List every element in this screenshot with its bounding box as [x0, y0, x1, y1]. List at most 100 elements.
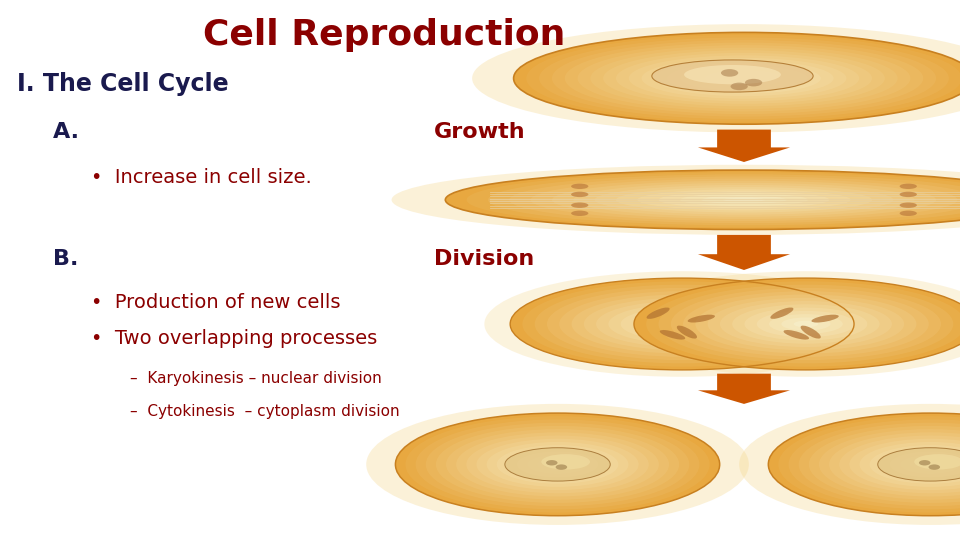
- Text: –  Karyokinesis – nuclear division: – Karyokinesis – nuclear division: [130, 370, 381, 386]
- Ellipse shape: [658, 318, 707, 330]
- Ellipse shape: [646, 281, 960, 367]
- Ellipse shape: [900, 192, 917, 197]
- Ellipse shape: [510, 177, 960, 223]
- Ellipse shape: [731, 83, 748, 90]
- Ellipse shape: [496, 445, 618, 484]
- Ellipse shape: [783, 330, 809, 340]
- Text: •  Production of new cells: • Production of new cells: [91, 293, 341, 312]
- Text: Cell Reproduction: Cell Reproduction: [203, 18, 565, 52]
- Ellipse shape: [928, 464, 940, 470]
- Ellipse shape: [659, 191, 829, 208]
- Ellipse shape: [603, 50, 885, 106]
- Ellipse shape: [732, 76, 756, 81]
- Ellipse shape: [788, 420, 960, 509]
- Ellipse shape: [859, 442, 960, 487]
- Ellipse shape: [680, 65, 808, 91]
- Text: Growth: Growth: [434, 122, 525, 143]
- Ellipse shape: [652, 60, 813, 92]
- Ellipse shape: [708, 298, 904, 350]
- Ellipse shape: [634, 278, 960, 370]
- Ellipse shape: [560, 291, 804, 357]
- Ellipse shape: [890, 451, 960, 477]
- Ellipse shape: [546, 460, 558, 465]
- Ellipse shape: [769, 314, 843, 334]
- Ellipse shape: [405, 416, 709, 512]
- Ellipse shape: [745, 79, 762, 86]
- Ellipse shape: [687, 315, 715, 322]
- Polygon shape: [698, 374, 790, 404]
- Ellipse shape: [584, 298, 780, 350]
- Ellipse shape: [900, 184, 917, 189]
- Ellipse shape: [770, 307, 794, 319]
- Ellipse shape: [547, 288, 817, 360]
- Ellipse shape: [540, 37, 948, 119]
- Ellipse shape: [660, 330, 685, 340]
- Ellipse shape: [596, 301, 768, 347]
- Ellipse shape: [526, 35, 960, 122]
- Ellipse shape: [571, 184, 588, 189]
- Ellipse shape: [510, 278, 854, 370]
- Ellipse shape: [756, 311, 855, 337]
- Ellipse shape: [590, 48, 898, 109]
- Ellipse shape: [547, 461, 567, 468]
- Ellipse shape: [702, 195, 786, 204]
- Ellipse shape: [445, 170, 960, 230]
- Ellipse shape: [879, 448, 960, 481]
- Ellipse shape: [723, 198, 765, 202]
- Ellipse shape: [637, 189, 851, 211]
- Ellipse shape: [571, 192, 588, 197]
- Ellipse shape: [535, 285, 829, 363]
- Ellipse shape: [571, 211, 588, 216]
- Ellipse shape: [739, 404, 960, 525]
- Ellipse shape: [609, 271, 960, 377]
- Ellipse shape: [436, 426, 679, 503]
- Ellipse shape: [819, 429, 960, 500]
- Text: •  Increase in cell size.: • Increase in cell size.: [91, 167, 312, 187]
- Ellipse shape: [877, 448, 960, 481]
- Ellipse shape: [531, 179, 957, 221]
- Ellipse shape: [396, 413, 720, 516]
- Text: I. The Cell Cycle: I. The Cell Cycle: [17, 72, 228, 96]
- Ellipse shape: [541, 454, 590, 469]
- Ellipse shape: [900, 455, 960, 474]
- Ellipse shape: [616, 187, 872, 213]
- Text: B.: B.: [53, 249, 94, 269]
- Ellipse shape: [538, 458, 578, 471]
- Ellipse shape: [677, 326, 697, 339]
- Ellipse shape: [505, 448, 611, 481]
- Polygon shape: [698, 130, 790, 162]
- Ellipse shape: [621, 308, 743, 340]
- Ellipse shape: [839, 436, 960, 493]
- Ellipse shape: [472, 24, 960, 132]
- Text: •  Two overlapping processes: • Two overlapping processes: [91, 329, 377, 348]
- Ellipse shape: [522, 281, 842, 367]
- Ellipse shape: [900, 211, 917, 216]
- Ellipse shape: [693, 68, 795, 89]
- Ellipse shape: [641, 58, 847, 99]
- Ellipse shape: [616, 53, 872, 104]
- Ellipse shape: [416, 420, 700, 509]
- Ellipse shape: [366, 404, 749, 525]
- Ellipse shape: [768, 413, 960, 516]
- Ellipse shape: [870, 445, 960, 484]
- Ellipse shape: [527, 455, 588, 474]
- Ellipse shape: [667, 63, 821, 93]
- Ellipse shape: [629, 56, 859, 102]
- Ellipse shape: [850, 438, 960, 490]
- Ellipse shape: [645, 314, 719, 334]
- Ellipse shape: [578, 45, 910, 111]
- Ellipse shape: [921, 461, 941, 468]
- Ellipse shape: [732, 305, 879, 343]
- Ellipse shape: [919, 460, 930, 465]
- Ellipse shape: [781, 318, 830, 330]
- Ellipse shape: [426, 423, 689, 506]
- Ellipse shape: [801, 326, 821, 339]
- Ellipse shape: [609, 305, 756, 343]
- Ellipse shape: [633, 311, 732, 337]
- Ellipse shape: [392, 165, 960, 235]
- Ellipse shape: [670, 321, 694, 327]
- Ellipse shape: [571, 202, 588, 208]
- Ellipse shape: [684, 65, 780, 84]
- Ellipse shape: [718, 73, 770, 83]
- Ellipse shape: [571, 294, 793, 354]
